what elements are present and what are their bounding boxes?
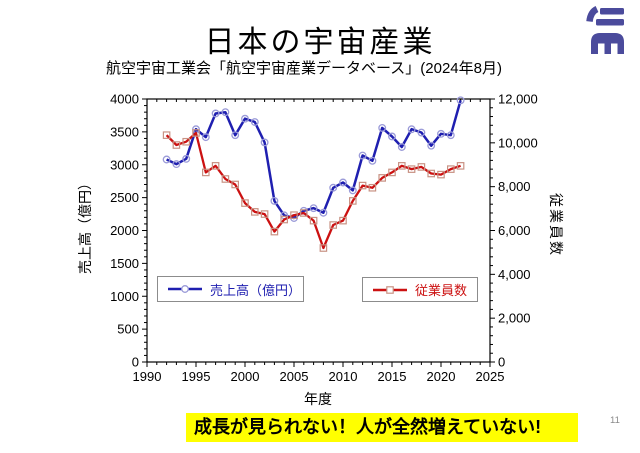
- sales-legend-swatch-icon: [168, 285, 202, 293]
- svg-text:6,000: 6,000: [498, 223, 531, 238]
- employees-legend-swatch-icon: [373, 285, 407, 294]
- svg-text:500: 500: [117, 322, 139, 337]
- y-axis-label-left: 売上高（億円）: [77, 176, 93, 274]
- svg-text:3500: 3500: [110, 124, 139, 139]
- svg-text:2015: 2015: [378, 369, 407, 384]
- svg-text:2005: 2005: [280, 369, 309, 384]
- school-logo-icon: [586, 6, 624, 54]
- svg-text:1500: 1500: [110, 256, 139, 271]
- svg-text:10,000: 10,000: [498, 135, 538, 150]
- page-number: 11: [610, 415, 620, 426]
- svg-text:2010: 2010: [329, 369, 358, 384]
- svg-text:2,000: 2,000: [498, 311, 531, 326]
- x-axis-label: 年度: [304, 391, 332, 407]
- svg-text:2025: 2025: [476, 369, 505, 384]
- legend-sales-label: 売上高（億円）: [210, 282, 302, 298]
- highlight-banner: 成長が見られない！人が全然増えていない!: [186, 413, 578, 442]
- svg-text:3000: 3000: [110, 157, 139, 172]
- svg-text:4,000: 4,000: [498, 267, 531, 282]
- svg-text:2500: 2500: [110, 190, 139, 205]
- svg-text:1990: 1990: [133, 369, 162, 384]
- svg-text:1995: 1995: [182, 369, 211, 384]
- sales-employees-line-chart: 0 500 1000 1500 2000 2500 3000 3500 4000 0 2,000 4,…: [110, 92, 538, 385]
- svg-text:2000: 2000: [231, 369, 260, 384]
- page-subtitle: 航空宇宙工業会「航空宇宙産業データベース」(2024年8月): [106, 60, 502, 77]
- legend-sales: 売上高（億円）: [157, 276, 304, 302]
- svg-text:0: 0: [498, 355, 505, 370]
- svg-text:0: 0: [132, 355, 139, 370]
- legend-employees: 従業員数: [362, 277, 478, 302]
- svg-text:4000: 4000: [110, 92, 139, 107]
- legend-employees-label: 従業員数: [415, 283, 468, 298]
- page-title: 日本の宇宙産業: [204, 26, 436, 59]
- svg-text:1000: 1000: [110, 289, 139, 304]
- svg-text:2020: 2020: [427, 369, 456, 384]
- svg-text:12,000: 12,000: [498, 92, 538, 107]
- y-axis-label-right: 従業員数: [548, 193, 564, 257]
- svg-text:8,000: 8,000: [498, 179, 531, 194]
- svg-text:2000: 2000: [110, 223, 139, 238]
